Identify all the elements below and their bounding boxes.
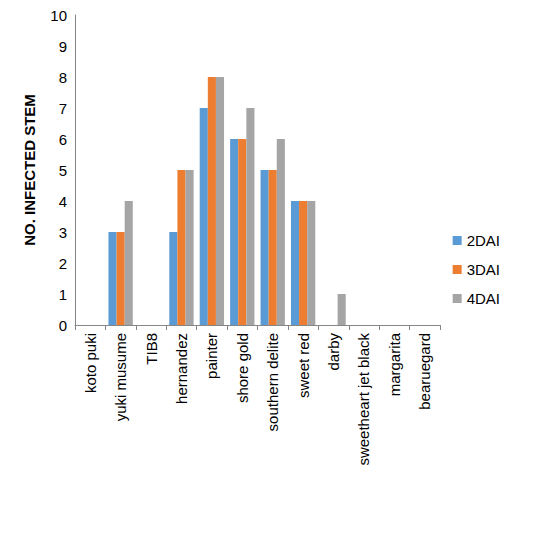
svg-text:sweet red: sweet red <box>295 333 312 398</box>
svg-text:4: 4 <box>59 193 67 210</box>
svg-text:TIB8: TIB8 <box>143 333 160 365</box>
svg-text:7: 7 <box>59 100 67 117</box>
svg-text:2: 2 <box>59 255 67 272</box>
svg-text:sweetheart jet black: sweetheart jet black <box>355 333 372 466</box>
svg-text:hernandez: hernandez <box>173 333 190 404</box>
svg-text:0: 0 <box>59 317 67 334</box>
svg-text:painter: painter <box>203 333 220 379</box>
svg-text:margarita: margarita <box>386 332 403 396</box>
svg-text:8: 8 <box>59 69 67 86</box>
svg-text:southern delite: southern delite <box>264 333 281 431</box>
svg-text:3DAI: 3DAI <box>467 261 500 278</box>
svg-text:yuki musume: yuki musume <box>112 333 129 421</box>
svg-text:10: 10 <box>50 7 67 24</box>
svg-text:4DAI: 4DAI <box>467 290 500 307</box>
svg-text:koto puki: koto puki <box>82 333 99 393</box>
svg-text:NO. INFECTED STEM: NO. INFECTED STEM <box>21 94 38 246</box>
svg-text:shore gold: shore gold <box>234 333 251 403</box>
svg-text:bearuegard: bearuegard <box>416 333 433 410</box>
svg-text:darby: darby <box>325 333 342 371</box>
svg-text:2DAI: 2DAI <box>467 232 500 249</box>
svg-text:1: 1 <box>59 286 67 303</box>
svg-text:9: 9 <box>59 38 67 55</box>
svg-text:3: 3 <box>59 224 67 241</box>
svg-text:6: 6 <box>59 131 67 148</box>
svg-text:5: 5 <box>59 162 67 179</box>
